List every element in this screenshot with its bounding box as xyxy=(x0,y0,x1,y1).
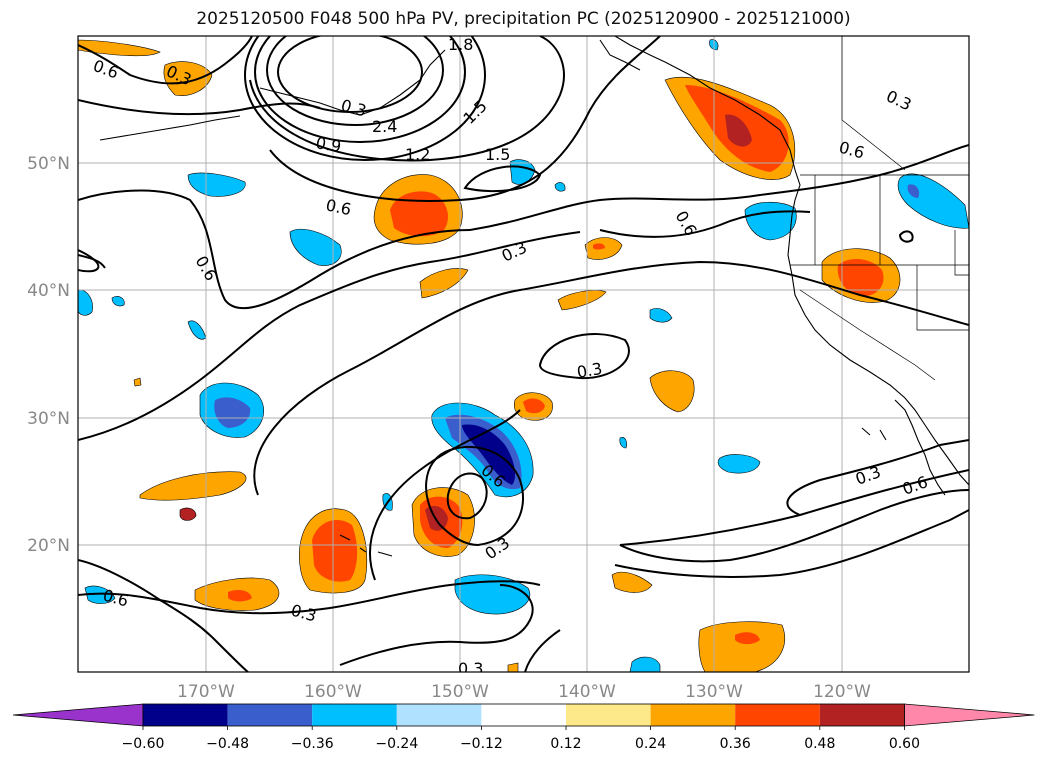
contour-label: 0.3 xyxy=(575,359,603,382)
contour-label: 1.8 xyxy=(448,35,473,54)
colorbar-tick-label: 0.12 xyxy=(550,736,581,752)
colorbar-tick-label: −0.36 xyxy=(291,736,334,752)
colorbar-tick-label: −0.48 xyxy=(206,736,249,752)
lon-label: 140°W xyxy=(558,682,616,702)
colorbar-segment xyxy=(819,704,905,726)
lat-label: 30°N xyxy=(27,409,70,429)
contour-label: 0.9 xyxy=(314,133,342,156)
map-title: 2025120500 F048 500 hPa PV, precipitatio… xyxy=(196,9,851,29)
political-borders xyxy=(790,36,969,381)
colorbar-tick-label: −0.12 xyxy=(460,736,503,752)
lat-label: 40°N xyxy=(27,281,70,301)
colorbar-tick-label: 0.48 xyxy=(804,736,835,752)
colorbar-segment xyxy=(735,704,820,726)
lon-label: 150°W xyxy=(431,682,489,702)
precipitation-positive-shading xyxy=(78,39,901,672)
lon-label: 160°W xyxy=(304,682,362,702)
colorbar-tick-label: 0.24 xyxy=(635,736,666,752)
colorbar-segment xyxy=(650,704,736,726)
colorbar-frame xyxy=(142,703,905,727)
contour-label: 0.6 xyxy=(324,195,353,219)
colorbar-tick-label: −0.24 xyxy=(375,736,418,752)
lat-label: 50°N xyxy=(27,154,70,174)
colorbar-extend-high xyxy=(904,703,1035,727)
colorbar-tick-label: 0.60 xyxy=(889,736,920,752)
contour-label: 1.5 xyxy=(485,145,510,164)
lon-label: 130°W xyxy=(685,682,743,702)
colorbar-extend-low xyxy=(12,703,144,727)
colorbar-tick-label: −0.60 xyxy=(122,736,165,752)
colorbar-tick-label: 0.36 xyxy=(720,736,751,752)
colorbar-segment xyxy=(396,704,482,726)
map-plot-area: 0.6 0.3 1.8 2.4 0.9 1.2 1.5 1.5 0.6 0.6 … xyxy=(78,35,969,678)
lon-label: 170°W xyxy=(177,682,235,702)
lon-label: 120°W xyxy=(813,682,871,702)
latitude-labels: 50°N 40°N 30°N 20°N xyxy=(27,154,70,556)
precipitation-negative-shading xyxy=(78,39,969,672)
colorbar-segment xyxy=(312,704,397,726)
colorbar: −0.60 −0.48 −0.36 −0.24 −0.12 0.12 0.24 0.36 0.4… xyxy=(12,703,1035,752)
map-frame xyxy=(77,35,970,673)
longitude-labels: 170°W 160°W 150°W 140°W 130°W 120°W xyxy=(177,682,871,702)
colorbar-segment xyxy=(481,704,566,726)
contour-label: 0.3 xyxy=(458,659,483,678)
colorbar-segment xyxy=(566,704,651,726)
contour-label: 1.2 xyxy=(405,145,430,164)
colorbar-segment xyxy=(143,704,228,726)
contour-label: 2.4 xyxy=(372,117,397,136)
pv-contours xyxy=(78,36,969,672)
colorbar-segment xyxy=(227,704,313,726)
lat-label: 20°N xyxy=(27,536,70,556)
